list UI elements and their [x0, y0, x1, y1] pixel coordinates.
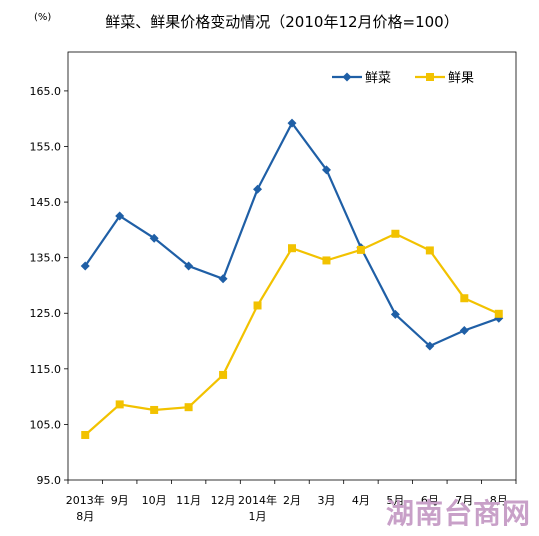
x-tick-label: 9月 [111, 494, 129, 507]
data-point [460, 294, 469, 303]
data-point [81, 430, 90, 439]
x-tick-label: 10月 [142, 494, 167, 507]
legend-marker [426, 73, 434, 81]
x-tick-label: 2014年 [238, 493, 277, 507]
data-point [150, 405, 159, 414]
legend-item: 鲜果 [415, 71, 474, 86]
x-tick-label: 6月 [421, 494, 439, 507]
x-tick-label: 4月 [352, 494, 370, 507]
y-tick-label: 135.0 [30, 252, 62, 265]
legend-label: 鲜果 [448, 71, 474, 86]
x-tick-label: 2月 [283, 494, 301, 507]
data-point [321, 165, 331, 175]
data-point [80, 261, 90, 271]
series-line [84, 121, 500, 348]
data-point [218, 274, 228, 284]
data-point [184, 261, 194, 271]
y-tick-label: 165.0 [30, 85, 62, 98]
watermark-logo: 湖南台商网 [385, 497, 531, 530]
data-point [356, 245, 365, 254]
data-point [149, 233, 159, 243]
legend: 鲜菜 鲜果 [332, 71, 474, 86]
data-point [253, 301, 262, 310]
y-tick-label: 105.0 [30, 418, 62, 431]
x-tick-label: 3月 [317, 494, 335, 507]
data-point [494, 309, 503, 318]
data-point [219, 370, 228, 379]
data-point [425, 341, 435, 351]
data-point [288, 244, 296, 253]
x-tick-label: 5月 [386, 494, 404, 507]
x-tick-label: 8月 [76, 510, 94, 523]
y-tick-label: 155.0 [30, 140, 62, 153]
legend-label: 鲜菜 [365, 71, 391, 86]
data-point [322, 256, 331, 265]
y-unit-label: (%) [34, 12, 51, 23]
x-tick-label: 2013年 [66, 493, 105, 507]
data-point [115, 400, 124, 409]
y-tick-label: 115.0 [30, 363, 62, 376]
x-tick-label: 12月 [211, 494, 236, 507]
y-tick-label: 125.0 [30, 307, 62, 320]
y-tick-label: 145.0 [30, 196, 62, 209]
x-tick-label: 7月 [455, 494, 473, 507]
data-point [391, 229, 400, 238]
plot-frame [67, 51, 517, 481]
legend-item: 鲜菜 [332, 71, 391, 86]
data-point [425, 246, 434, 255]
y-tick-label: 95.0 [37, 474, 62, 487]
data-point [184, 403, 193, 412]
data-point [390, 309, 400, 319]
x-tick-label: 8月 [490, 494, 508, 507]
series-layer [80, 118, 504, 439]
data-point [115, 211, 125, 221]
data-point [459, 325, 469, 335]
data-point [287, 118, 297, 128]
x-tick-label: 1月 [249, 510, 267, 523]
chart-title: 鲜菜、鲜果价格变动情况（2010年12月价格=100） [105, 13, 458, 31]
series-line [84, 232, 500, 436]
y-axis: 95.0 105.0 115.0 125.0 135.0 145.0 155.0 165.0 [30, 85, 68, 487]
x-tick-label: 11月 [176, 494, 201, 507]
series-1 [80, 118, 504, 351]
legend-marker [342, 72, 352, 82]
x-axis: 2013年 8月 9月 10月 11月 12月 2014年 1月 2月 3月 4月 5月 6月 7月 8月 [66, 480, 517, 523]
data-point [253, 184, 263, 194]
series-2 [81, 229, 503, 439]
